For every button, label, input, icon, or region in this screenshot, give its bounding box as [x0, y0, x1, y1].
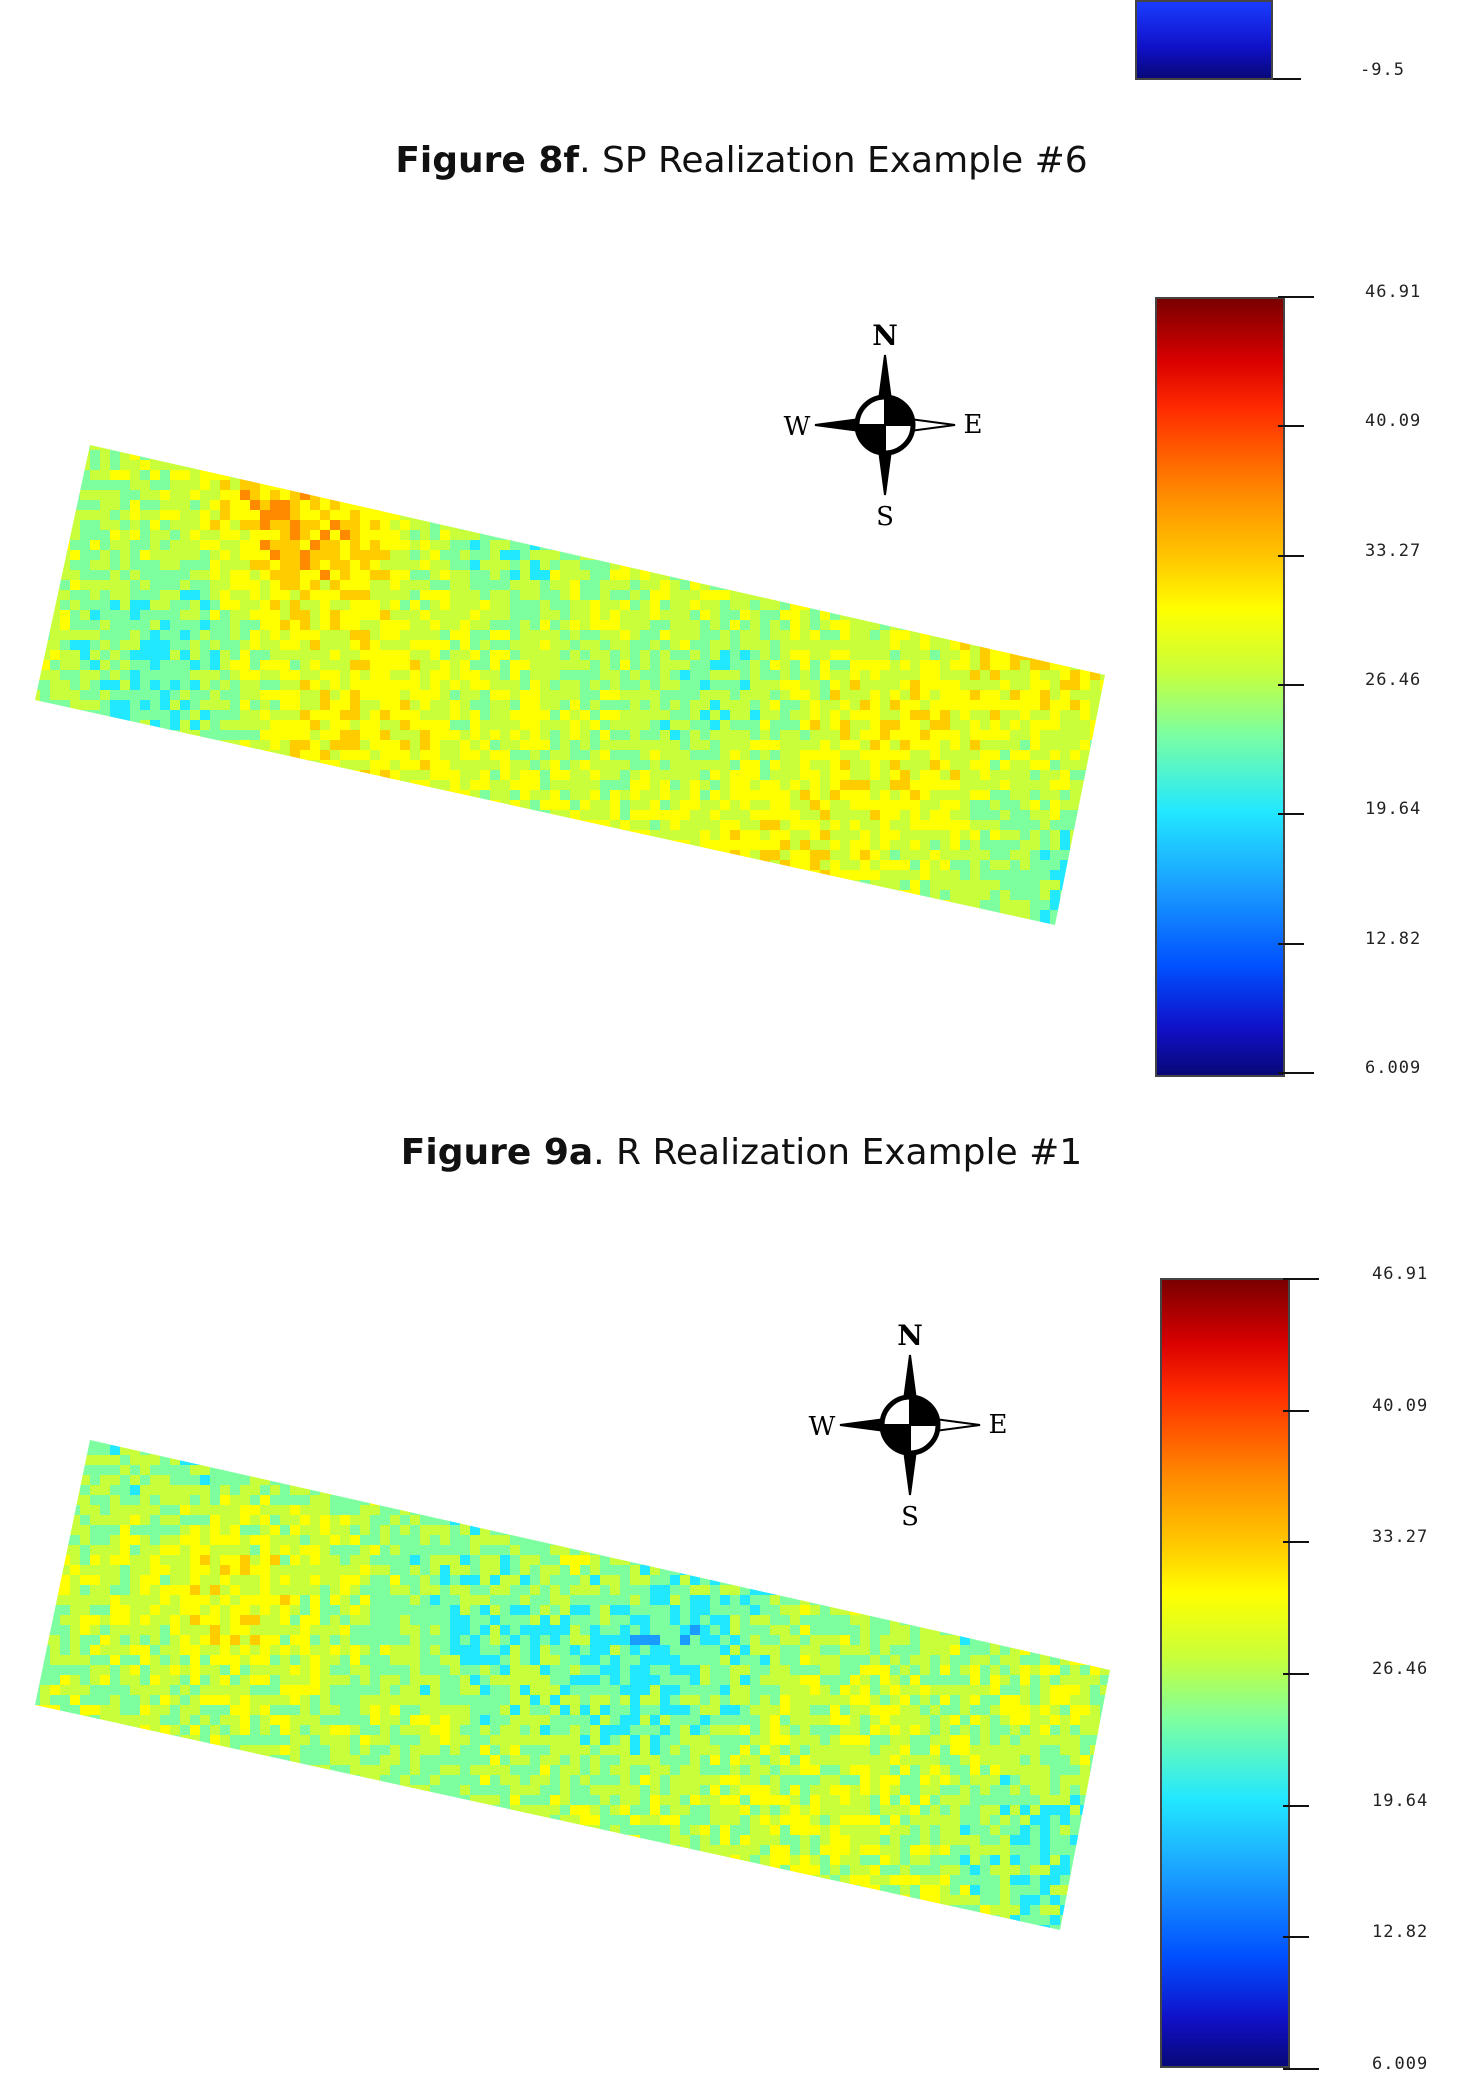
colorbar-9a	[1155, 297, 1285, 1077]
colorbar-label: 40.09	[1365, 411, 1422, 432]
colorbar-label: 6.009	[1372, 2054, 1429, 2074]
colorbar-tick	[1283, 1936, 1309, 1939]
colorbar-label: 12.82	[1365, 928, 1422, 949]
colorbar-tick	[1283, 1409, 1309, 1412]
compass-rose-icon: N S W E	[809, 1319, 1008, 1532]
colorbar-tick	[1278, 296, 1314, 298]
compass-n: N	[872, 319, 898, 352]
colorbar-tick	[1278, 942, 1304, 945]
colorbar-label: 46.91	[1365, 282, 1422, 302]
colorbar-fragment	[1135, 0, 1273, 80]
colorbar-label: 26.46	[1372, 1659, 1429, 1679]
colorbar-9b	[1160, 1278, 1290, 2068]
compass-e: E	[989, 1410, 1008, 1440]
colorbar-label: 19.64	[1365, 799, 1422, 820]
colorbar-label: 33.27	[1372, 1527, 1429, 1548]
colorbar-tick	[1278, 554, 1304, 557]
colorbar-tick	[1278, 813, 1304, 816]
colorbar-tick	[1283, 1278, 1319, 1280]
colorbar-tick	[1278, 684, 1304, 686]
figure-caption-text: . R Realization Example #1	[593, 1132, 1083, 1173]
colorbar-tick	[1283, 1541, 1309, 1544]
realization-map-9a	[35, 445, 1105, 925]
colorbar-tick	[1273, 78, 1301, 80]
compass-rose-icon: N S W E	[784, 319, 983, 532]
colorbar-tick	[1278, 425, 1304, 428]
colorbar-label: 46.91	[1372, 1264, 1429, 1284]
compass-w: W	[809, 1412, 836, 1442]
colorbar-tick	[1283, 2068, 1319, 2070]
colorbar-tick	[1278, 1072, 1314, 1074]
colorbar-tick	[1283, 1673, 1309, 1675]
colorbar-label: 6.009	[1365, 1058, 1422, 1078]
compass-s: S	[876, 502, 894, 532]
figure-caption-text: . SP Realization Example #6	[579, 140, 1088, 181]
figure-label: Figure 9a	[400, 1132, 594, 1173]
colorbar-label: 33.27	[1365, 540, 1422, 561]
compass-s: S	[901, 1502, 919, 1532]
compass-n: N	[897, 1319, 923, 1352]
compass-e: E	[964, 410, 983, 440]
figure-caption-8f: Figure 8f. SP Realization Example #6	[0, 140, 1483, 181]
colorbar-label: 40.09	[1372, 1395, 1429, 1416]
colorbar-label: -9.5	[1360, 60, 1405, 80]
colorbar-label: 12.82	[1372, 1922, 1429, 1943]
realization-map-9b	[35, 1440, 1110, 1930]
colorbar-tick	[1283, 1804, 1309, 1807]
compass-w: W	[784, 412, 811, 442]
colorbar-label: 19.64	[1372, 1790, 1429, 1811]
figure-caption-9a: Figure 9a. R Realization Example #1	[0, 1132, 1483, 1173]
figure-label: Figure 8f	[395, 140, 580, 181]
colorbar-label: 26.46	[1365, 670, 1422, 690]
